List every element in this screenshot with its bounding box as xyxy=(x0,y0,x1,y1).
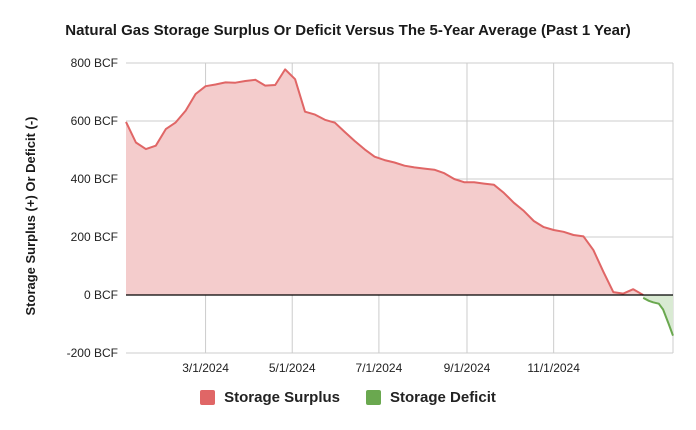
legend-label-surplus: Storage Surplus xyxy=(224,389,340,406)
series-layer xyxy=(125,68,674,336)
x-tick-label: 5/1/2024 xyxy=(269,361,316,375)
y-tick-label: 0 BCF xyxy=(84,288,118,302)
legend-item-surplus[interactable]: Storage Surplus xyxy=(200,389,340,406)
y-tick-label: 600 BCF xyxy=(71,114,118,128)
x-tick-label: 3/1/2024 xyxy=(182,361,229,375)
area-storage-deficit xyxy=(643,295,673,336)
y-tick-label: 200 BCF xyxy=(71,230,118,244)
chart-title: Natural Gas Storage Surplus Or Deficit V… xyxy=(65,22,631,39)
legend-label-deficit: Storage Deficit xyxy=(390,389,496,406)
line-storage-deficit xyxy=(642,297,674,336)
x-tick-label: 11/1/2024 xyxy=(527,361,580,375)
legend-item-deficit[interactable]: Storage Deficit xyxy=(366,389,496,406)
legend-swatch-surplus xyxy=(200,390,216,405)
axis-layer: 800 BCF 600 BCF 400 BCF 200 BCF 0 BCF -200 BC… xyxy=(67,56,581,375)
y-tick-label: -200 BCF xyxy=(67,346,118,360)
line-storage-surplus xyxy=(125,68,644,296)
area-storage-surplus xyxy=(126,69,644,296)
legend: Storage Surplus Storage Deficit xyxy=(0,389,696,406)
legend-swatch-deficit xyxy=(366,390,381,405)
y-tick-label: 400 BCF xyxy=(71,172,118,186)
y-axis-label: Storage Surplus (+) Or Deficit (-) xyxy=(23,117,38,316)
x-tick-label: 7/1/2024 xyxy=(356,361,403,375)
x-tick-label: 9/1/2024 xyxy=(444,361,491,375)
y-tick-label: 800 BCF xyxy=(71,56,118,70)
